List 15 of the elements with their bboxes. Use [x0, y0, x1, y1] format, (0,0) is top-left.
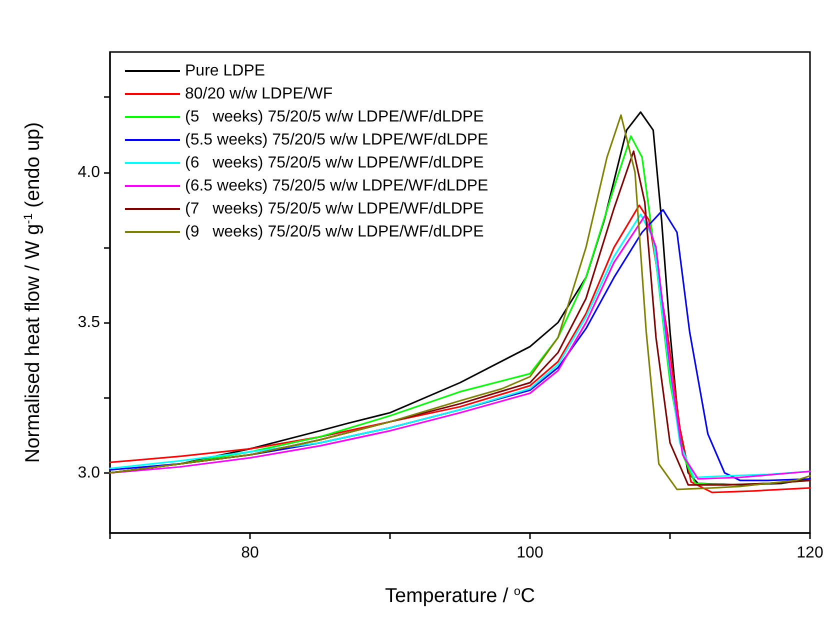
- y-tick-label: 3.5: [78, 314, 100, 332]
- legend-label: (6 weeks) 75/20/5 w/w LDPE/WF/dLDPE: [185, 154, 484, 172]
- x-tick-label: 100: [516, 544, 544, 562]
- y-tick-label: 4.0: [78, 164, 100, 181]
- legend-label: (9 weeks) 75/20/5 w/w LDPE/WF/dLDPE: [185, 224, 484, 240]
- y-axis-title: Normalised heat flow / W g-1 (endo up): [21, 122, 44, 463]
- x-tick-label: 120: [796, 544, 824, 562]
- legend-label: (6.5 weeks) 75/20/5 w/w LDPE/WF/dLDPE: [185, 178, 488, 194]
- legend-label: 80/20 w/w LDPE/WF: [185, 86, 333, 102]
- x-tick-label: 80: [241, 544, 259, 562]
- y-tick-label: 3.0: [78, 464, 100, 482]
- legend-label: (5 weeks) 75/20/5 w/w LDPE/WF/dLDPE: [185, 108, 484, 126]
- legend-label: Pure LDPE: [185, 62, 266, 80]
- legend-label: (7 weeks) 75/20/5 w/w LDPE/WF/dLDPE: [185, 200, 484, 218]
- legend-label: (5.5 weeks) 75/20/5 w/w LDPE/WF/dLDPE: [185, 132, 488, 148]
